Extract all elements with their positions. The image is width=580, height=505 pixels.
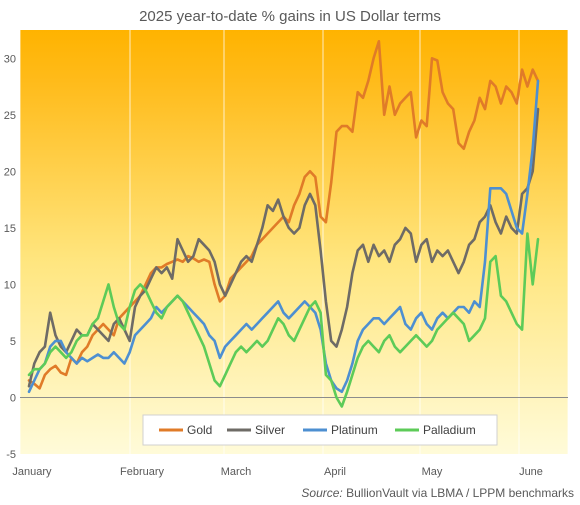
y-tick-label: 15 [4,223,16,235]
y-tick-label: 25 [4,110,16,122]
y-tick-label: -5 [6,449,16,461]
gridlines [19,30,569,454]
series-line-silver [27,107,540,388]
x-tick-label: February [120,466,165,478]
x-tick-label: April [324,466,346,478]
chart-title: 2025 year-to-date % gains in US Dollar t… [139,8,441,25]
y-tick-label: 20 [4,166,16,178]
y-axis: -5 0 5 10 15 20 25 30 [4,53,16,461]
x-tick-label: May [422,466,443,478]
y-tick-label: 10 [4,279,16,291]
legend-label: Silver [255,423,285,437]
legend-label: Palladium [423,423,476,437]
x-tick-label: January [12,466,52,478]
source-text: BullionVault via LBMA / LPPM benchmarks [346,486,574,500]
series-line-palladium [27,232,540,408]
x-tick-label: March [221,466,252,478]
plot-area [20,30,568,454]
source-note: Source: BullionVault via LBMA / LPPM ben… [301,486,574,500]
series-lines [27,39,540,408]
x-axis: January February March April May June [12,466,543,478]
y-tick-label: 30 [4,53,16,65]
legend: Gold Silver Platinum Palladium [142,414,498,446]
y-tick-label: 5 [10,336,16,348]
source-label: Source: [301,486,343,500]
y-tick-label: 0 [10,392,16,404]
legend-label: Gold [187,423,212,437]
legend-label: Platinum [331,423,378,437]
x-tick-label: June [519,466,543,478]
